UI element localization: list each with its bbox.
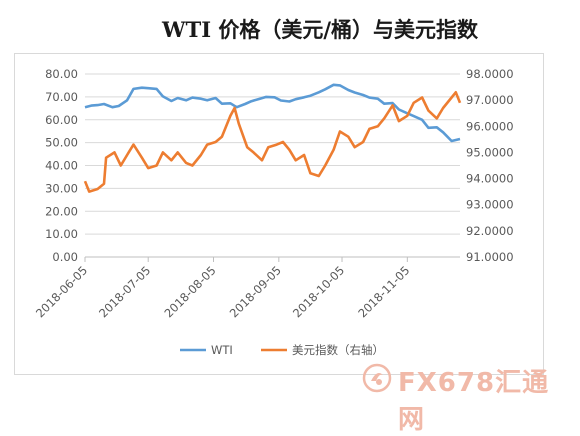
right-tick-label: 97.0000 — [466, 93, 514, 107]
right-axis-ticks: 91.0000 92.0000 93.0000 94.0000 95.0000 96.00… — [466, 67, 514, 264]
x-tick-label: 2018-11-05 — [355, 263, 412, 320]
right-tick-label: 93.0000 — [466, 198, 514, 212]
x-tick-label: 2018-06-05 — [33, 263, 90, 320]
gridlines — [85, 73, 460, 258]
watermark: FX678汇通网 — [362, 360, 572, 435]
left-tick-label: 10.00 — [45, 227, 78, 241]
left-tick-label: 60.00 — [45, 113, 78, 127]
wti-series-line — [84, 83, 461, 143]
chart-title: WTI 价格（美元/桶）与美元指数 — [161, 17, 478, 42]
legend: WTI 美元指数（右轴） — [180, 343, 384, 357]
left-tick-label: 30.00 — [45, 181, 78, 195]
right-tick-label: 92.0000 — [466, 224, 514, 238]
x-tick-label: 2018-07-05 — [96, 263, 153, 320]
left-tick-label: 50.00 — [45, 136, 78, 150]
legend-label: WTI — [211, 343, 233, 357]
right-tick-label: 95.0000 — [466, 145, 514, 159]
right-tick-label: 94.0000 — [466, 172, 514, 186]
right-tick-label: 91.0000 — [466, 250, 514, 264]
chart-frame: 0.00 10.00 20.00 30.00 40.00 50.00 60.00 70.00 8… — [14, 53, 544, 375]
watermark-text: FX678汇通网 — [398, 368, 550, 435]
left-tick-label: 40.00 — [45, 159, 78, 173]
line-chart: 0.00 10.00 20.00 30.00 40.00 50.00 60.00 70.00 8… — [33, 67, 514, 357]
watermark-logo-icon — [362, 363, 392, 393]
left-tick-label: 70.00 — [45, 90, 78, 104]
series-lines — [83, 83, 462, 193]
left-tick-label: 0.00 — [52, 250, 78, 264]
right-tick-label: 98.0000 — [466, 67, 514, 81]
x-axis-ticks: 2018-06-05 2018-07-05 2018-08-05 2018-09-05… — [33, 257, 412, 320]
right-tick-label: 96.0000 — [466, 119, 514, 133]
x-tick-label: 2018-09-05 — [227, 263, 284, 320]
left-tick-label: 20.00 — [45, 204, 78, 218]
usd-index-series-line — [83, 90, 462, 193]
left-tick-label: 80.00 — [45, 67, 78, 81]
x-tick-label: 2018-08-05 — [161, 263, 218, 320]
left-axis-ticks: 0.00 10.00 20.00 30.00 40.00 50.00 60.00 70.00 8… — [45, 67, 78, 264]
legend-label: 美元指数（右轴） — [292, 343, 384, 357]
x-tick-label: 2018-10-05 — [290, 263, 347, 320]
